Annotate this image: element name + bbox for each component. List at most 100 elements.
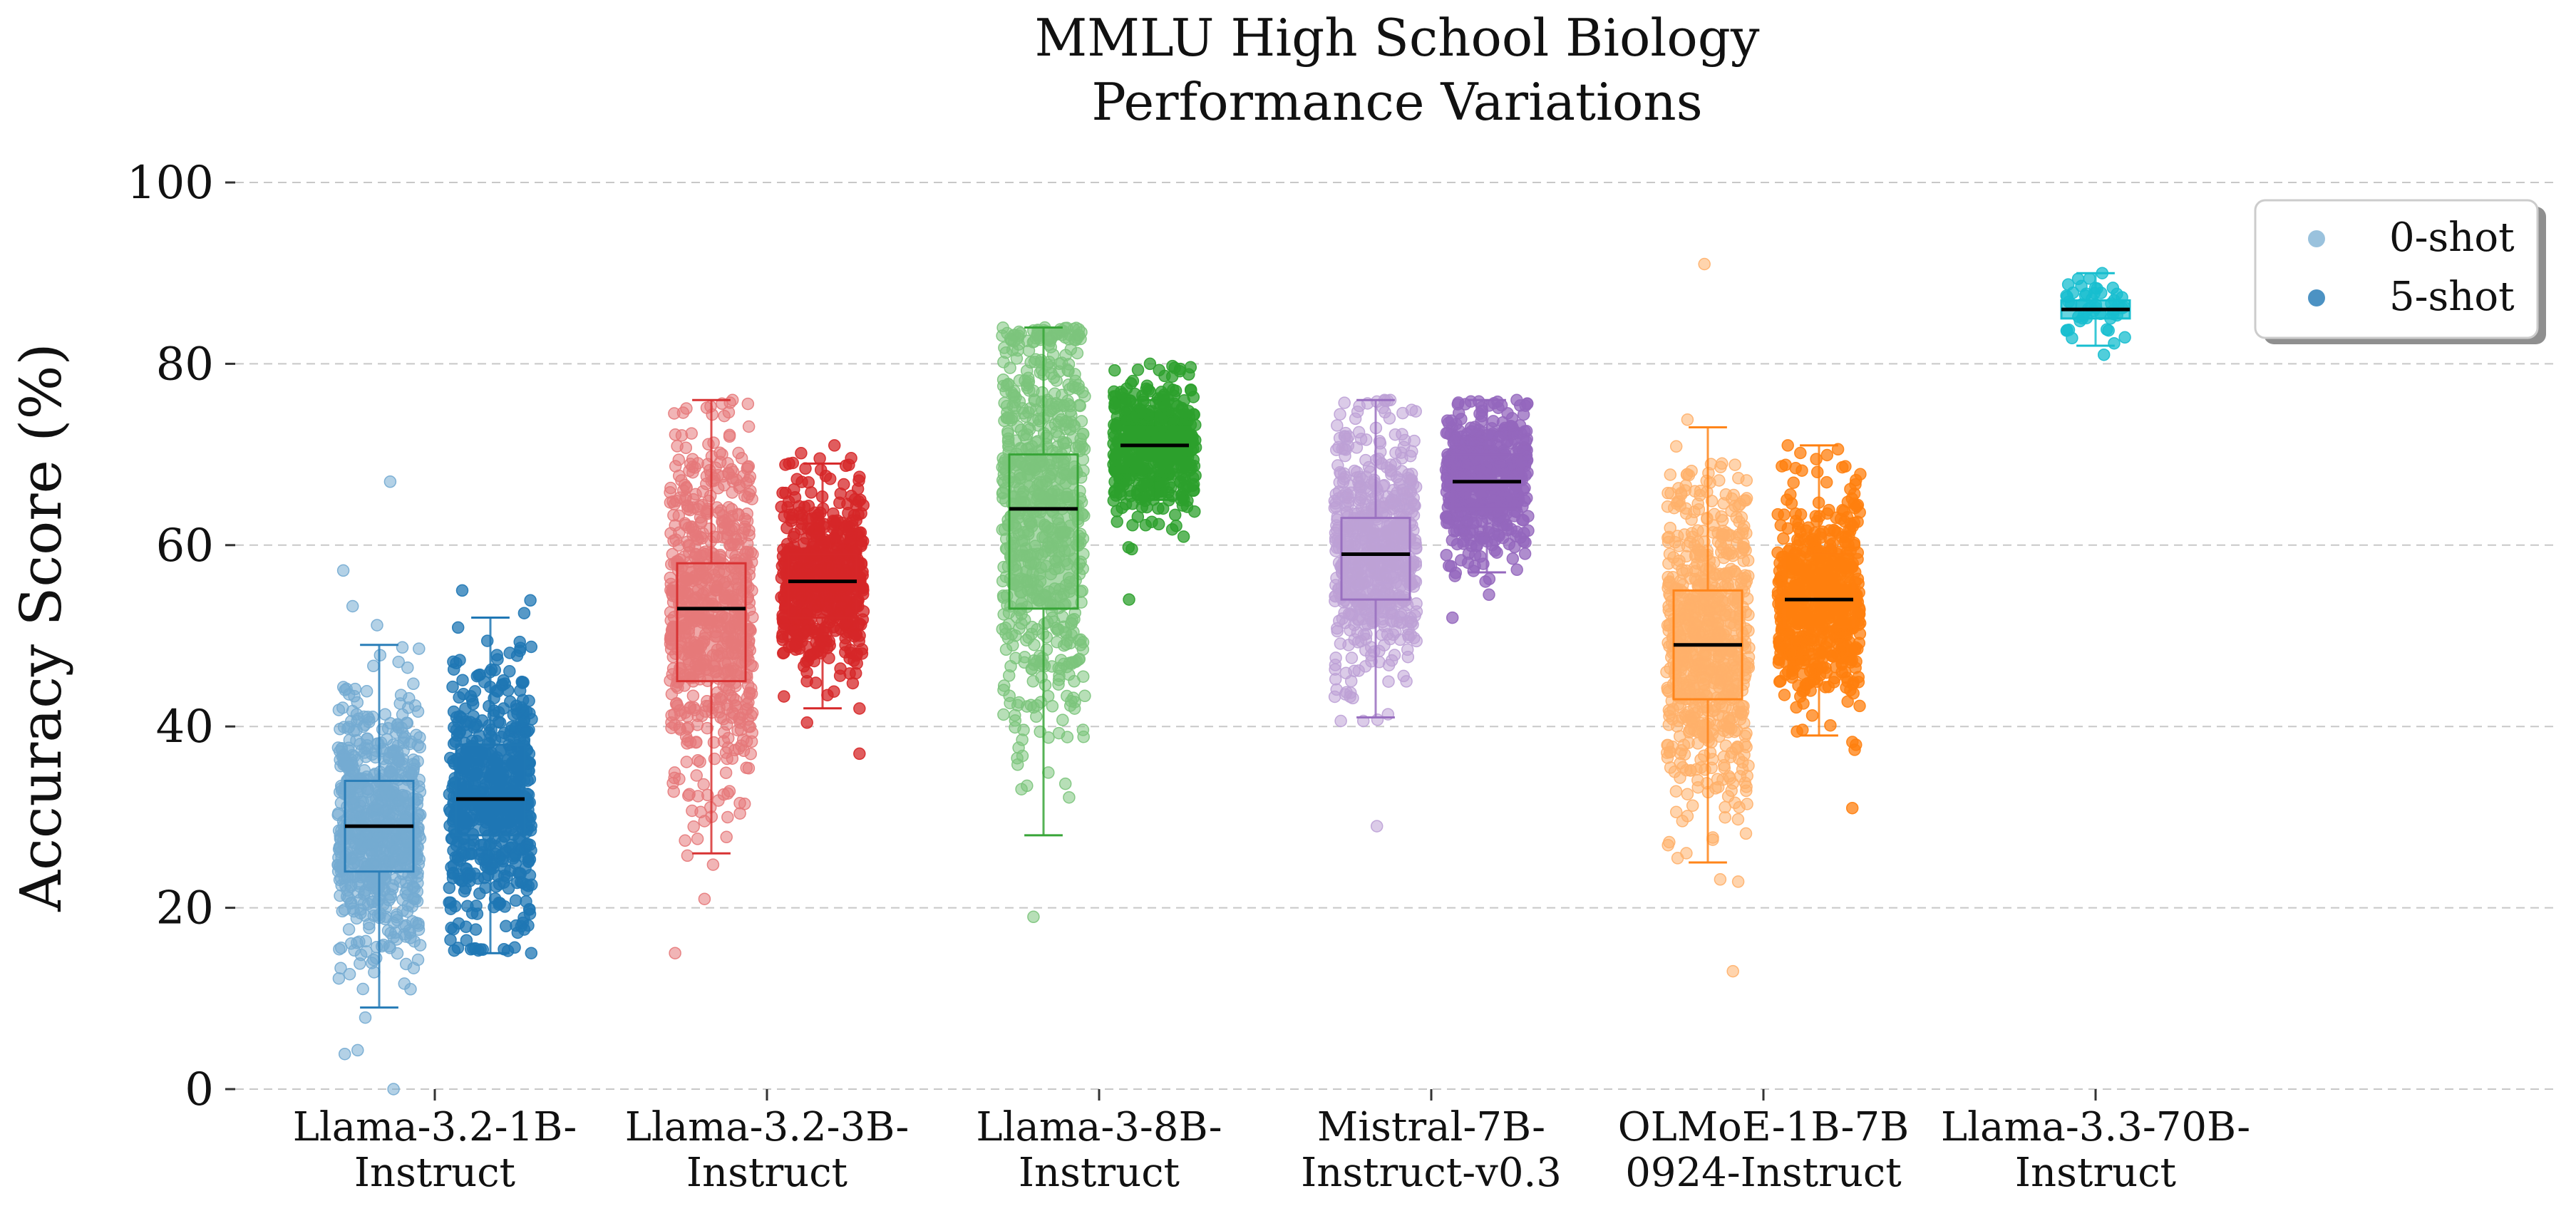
data-point <box>396 641 409 654</box>
data-point <box>455 711 468 724</box>
data-point <box>524 594 537 607</box>
data-point <box>1506 552 1520 565</box>
data-point <box>706 858 720 871</box>
data-point <box>1015 617 1028 630</box>
data-point <box>1004 659 1017 673</box>
data-point <box>453 691 465 704</box>
data-point <box>780 521 793 535</box>
data-point <box>687 820 700 833</box>
data-point <box>1389 428 1402 441</box>
data-point <box>746 584 758 597</box>
data-point <box>669 947 681 959</box>
data-point <box>1003 689 1016 702</box>
data-point <box>1405 505 1418 519</box>
data-point <box>1401 650 1415 664</box>
data-point <box>1123 593 1135 606</box>
data-point <box>351 877 364 890</box>
data-point <box>698 815 711 828</box>
data-point <box>997 456 1011 470</box>
data-point <box>383 746 397 759</box>
data-point <box>343 967 356 981</box>
data-point <box>1053 323 1067 336</box>
data-point <box>839 459 852 473</box>
data-point <box>707 530 721 544</box>
data-point <box>1329 651 1342 664</box>
data-point <box>378 871 391 885</box>
data-point <box>381 924 395 937</box>
data-point <box>1034 354 1048 366</box>
data-point <box>1496 416 1510 429</box>
data-point <box>1108 364 1121 377</box>
data-point <box>472 944 485 957</box>
data-point <box>1396 616 1409 629</box>
data-point <box>1116 388 1129 401</box>
data-point <box>1338 396 1351 409</box>
data-point <box>779 458 792 471</box>
data-point <box>505 720 518 733</box>
data-point <box>726 691 740 704</box>
data-point <box>847 508 861 522</box>
data-point <box>679 441 693 454</box>
data-point <box>721 810 734 824</box>
data-point <box>723 430 736 443</box>
data-point <box>392 655 405 669</box>
data-point <box>740 545 753 559</box>
data-point <box>1368 615 1381 629</box>
data-point <box>776 646 790 660</box>
data-point <box>517 715 530 728</box>
data-point <box>1061 689 1073 703</box>
data-point <box>736 733 750 746</box>
data-point <box>520 878 532 891</box>
data-point <box>1068 368 1081 381</box>
data-point <box>672 469 686 483</box>
data-point <box>471 872 485 885</box>
data-point <box>359 909 371 922</box>
data-point <box>778 690 790 703</box>
data-point <box>1352 426 1366 439</box>
data-point <box>483 699 495 713</box>
data-point <box>458 885 471 898</box>
data-point <box>671 681 684 694</box>
data-point <box>845 490 858 503</box>
data-point <box>478 838 490 851</box>
data-point <box>723 396 736 409</box>
data-point <box>1021 421 1035 434</box>
data-point <box>1027 910 1040 924</box>
data-point <box>413 939 427 952</box>
data-point <box>1384 465 1397 478</box>
data-point <box>331 858 344 871</box>
data-point <box>1470 539 1483 552</box>
data-point <box>451 835 465 848</box>
data-point <box>412 919 425 932</box>
data-point <box>1331 459 1344 472</box>
data-point <box>336 681 350 694</box>
data-point <box>664 630 677 643</box>
data-point <box>1440 548 1453 562</box>
data-point <box>1521 466 1534 479</box>
data-point <box>513 684 527 697</box>
data-point <box>1063 790 1076 804</box>
data-point <box>696 547 710 560</box>
data-point <box>384 891 398 904</box>
data-point <box>698 892 711 905</box>
data-point <box>857 499 870 512</box>
data-point <box>1451 398 1465 411</box>
data-point <box>1457 537 1470 550</box>
data-point <box>1510 525 1523 538</box>
data-point <box>332 824 346 838</box>
data-point <box>508 941 521 954</box>
data-point <box>775 500 788 513</box>
data-point <box>1461 556 1475 570</box>
data-point <box>727 522 741 535</box>
data-point <box>1352 664 1365 677</box>
data-point <box>996 492 1009 505</box>
data-point <box>363 713 376 726</box>
data-point <box>1004 332 1017 345</box>
data-point <box>1475 401 1488 414</box>
data-point <box>1351 614 1365 627</box>
data-point <box>1339 666 1353 680</box>
data-point <box>853 702 866 715</box>
data-point <box>1371 713 1384 726</box>
data-point <box>525 640 538 654</box>
data-point <box>451 621 465 634</box>
